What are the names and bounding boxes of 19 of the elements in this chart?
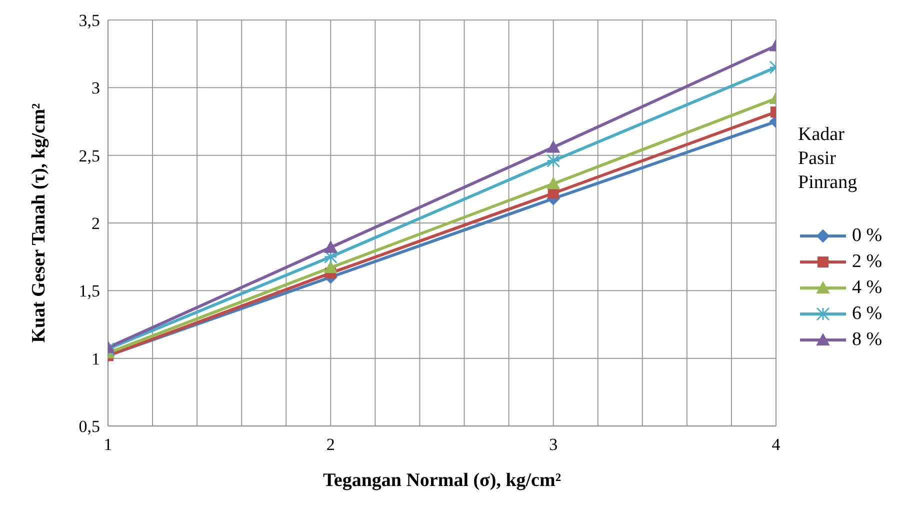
legend-label: 2 % <box>852 251 882 273</box>
legend-label: 4 % <box>852 277 882 299</box>
y-tick-label: 0,5 <box>78 417 100 436</box>
y-tick-label: 2 <box>92 214 100 234</box>
y-tick-label: 1,5 <box>78 282 100 301</box>
x-tick-label: 2 <box>326 435 335 454</box>
y-tick-label: 2,5 <box>78 146 100 166</box>
x-tick-label: 4 <box>772 435 781 454</box>
y-tick-label: 1 <box>92 349 100 368</box>
y-axis-title: Kuat Geser Tanah (τ), kg/cm² <box>28 102 50 343</box>
y-tick-label: 3,5 <box>78 11 100 30</box>
legend-label: 8 % <box>852 329 882 351</box>
x-tick-label: 3 <box>549 435 558 454</box>
x-tick-label: 1 <box>104 435 112 454</box>
legend-label: 0 % <box>852 225 882 247</box>
legend-label: 6 % <box>852 303 882 325</box>
x-axis-title: Tegangan Normal (σ), kg/cm² <box>322 470 562 491</box>
legend-title: Kadar Pasir Pinrang <box>798 123 858 195</box>
y-tick-label: 3 <box>92 78 100 98</box>
